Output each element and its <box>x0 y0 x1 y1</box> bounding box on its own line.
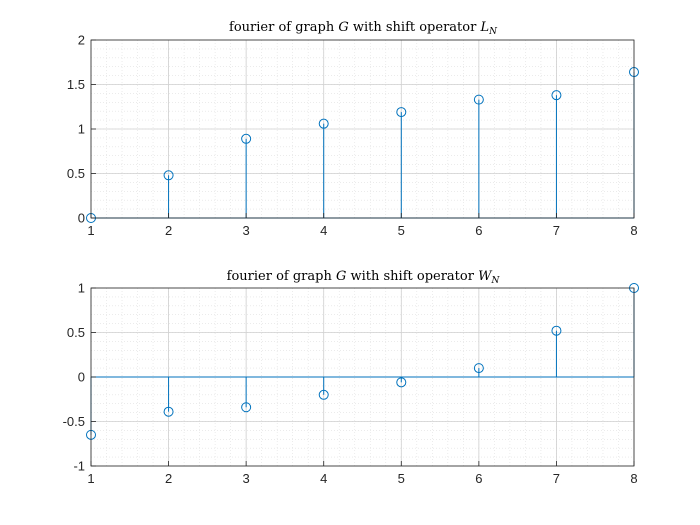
chart-1-axes: 1 2 3 4 5 6 7 8 0 0.5 1 1.5 2 <box>67 33 639 238</box>
chart-2-marker <box>241 402 252 413</box>
chart-1-x-tick-label: 8 <box>630 223 637 238</box>
chart-1-marker <box>163 170 174 181</box>
chart-1-x-tick-label: 5 <box>398 223 405 238</box>
chart-2-x-tick-label: 4 <box>320 471 327 486</box>
chart-1-title: fourier of graph G with shift operator L… <box>229 20 498 37</box>
chart-2-x-tick-label: 2 <box>165 471 172 486</box>
chart-1-marker <box>396 107 407 118</box>
chart-2-marker <box>473 363 484 374</box>
chart-2-y-tick-label: -0.5 <box>63 414 85 429</box>
chart-1-marker <box>241 133 252 144</box>
chart-2-y-tick-label: 1 <box>78 281 85 296</box>
chart-2-x-tick-label: 8 <box>630 471 637 486</box>
chart-1-y-tick-label: 0.5 <box>67 166 85 181</box>
chart-1-marker <box>318 118 329 129</box>
chart-1-x-tick-label: 6 <box>475 223 482 238</box>
chart-1-x-tick-label: 4 <box>320 223 327 238</box>
chart-2-x-tick-label: 5 <box>398 471 405 486</box>
chart-1-y-tick-label: 2 <box>78 33 85 48</box>
chart-1-y-tick-label: 0 <box>78 211 85 226</box>
chart-2-x-tick-label: 3 <box>243 471 250 486</box>
chart-2-title: fourier of graph G with shift operator W… <box>227 269 501 286</box>
chart-2-marker <box>318 389 329 400</box>
chart-2-y-tick-label: 0 <box>78 370 85 385</box>
chart-1-x-tick-label: 1 <box>87 223 94 238</box>
chart-1-x-tick-label: 7 <box>553 223 560 238</box>
chart-1-marker <box>551 90 562 101</box>
chart-2-x-tick-label: 7 <box>553 471 560 486</box>
chart-1-y-tick-label: 1 <box>78 122 85 137</box>
chart-2-x-tick-label: 1 <box>87 471 94 486</box>
chart-2-y-tick-label: 0.5 <box>67 325 85 340</box>
chart-1-x-tick-label: 3 <box>243 223 250 238</box>
chart-1-y-tick-label: 1.5 <box>67 77 85 92</box>
chart-2-marker <box>396 377 407 388</box>
chart-2-x-tick-label: 6 <box>475 471 482 486</box>
chart-2-marker <box>163 406 174 417</box>
chart-1-marker <box>473 94 484 105</box>
chart-2-y-tick-label: -1 <box>73 459 85 474</box>
chart-2-marker <box>551 325 562 336</box>
chart-2-axes: 1 2 3 4 5 6 7 8 -1 -0.5 0 0.5 1 <box>63 281 639 486</box>
chart-1-x-tick-label: 2 <box>165 223 172 238</box>
